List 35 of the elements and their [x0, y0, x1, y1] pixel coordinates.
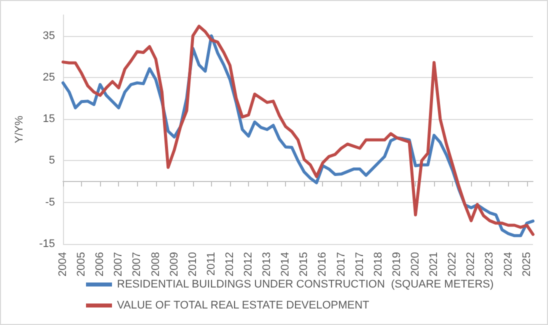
legend-label: RESIDENTIAL BUILDINGS UNDER CONSTRUCTION (SQUARE METERS): [117, 278, 494, 290]
x-tick-label: 2016: [316, 252, 329, 276]
x-tick-label: 2017: [354, 252, 366, 276]
x-tick-label: 2011: [205, 252, 218, 276]
x-tick-label: 2014: [280, 252, 292, 276]
x-tick-label: 2022: [465, 252, 478, 276]
y-tick-label: 25: [42, 71, 55, 84]
x-tick-label: 2012: [242, 252, 255, 276]
x-tick-label: 2007: [112, 252, 125, 276]
x-tick-label: 2005: [76, 252, 88, 276]
y-tick-label: -5: [45, 196, 55, 208]
x-tick-label: 2008: [150, 252, 162, 276]
x-tick-label: 2025: [520, 252, 533, 276]
x-tick-label: 2012: [224, 252, 236, 276]
y-tick-label: 5: [48, 154, 55, 167]
y-tick-label: -15: [39, 238, 55, 250]
y-tick-label: 15: [42, 113, 55, 126]
x-tick-label: 2013: [261, 252, 274, 276]
x-tick-label: 2010: [186, 252, 199, 276]
x-tick-label: 2004: [57, 252, 69, 276]
x-tick-label: 2009: [168, 252, 180, 276]
x-tick-label: 2006: [94, 252, 106, 276]
x-tick-label: 2022: [446, 252, 459, 276]
x-tick-label: 2021: [428, 252, 440, 276]
x-tick-label: 2019: [390, 252, 403, 276]
x-tick-label: 2015: [298, 252, 310, 276]
x-tick-label: 2024: [502, 252, 514, 276]
x-tick-label: 2018: [372, 252, 384, 276]
x-tick-label: 2007: [131, 252, 144, 276]
x-tick-label: 2017: [335, 252, 348, 276]
y-axis-title: Y/Y%: [14, 116, 26, 144]
y-tick-label: 35: [42, 30, 55, 42]
x-tick-label: 2020: [410, 252, 422, 276]
x-tick-label: 2023: [484, 252, 496, 276]
legend-label: VALUE OF TOTAL REAL ESTATE DEVELOPMENT: [117, 300, 370, 312]
